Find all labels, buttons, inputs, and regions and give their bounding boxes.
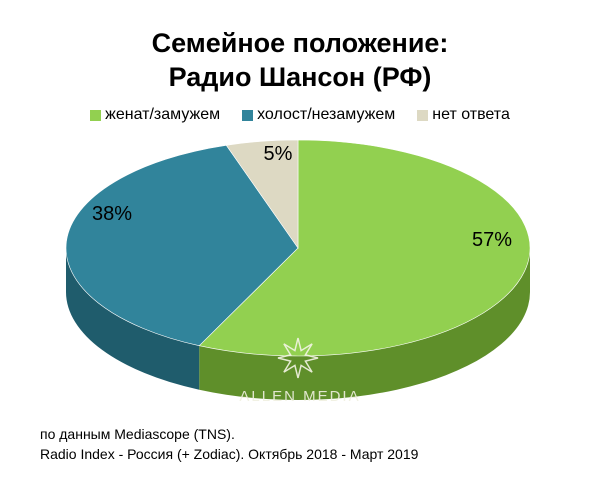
legend-item-no-answer: нет ответа — [417, 106, 510, 124]
pie-slice-no-answer — [225, 139, 299, 249]
legend-swatch-single — [242, 109, 254, 121]
legend-label-single: холост/незамужем — [257, 106, 396, 123]
watermark-star-icon — [277, 337, 319, 379]
pie-side-married — [199, 248, 530, 400]
source-note: по данным Mediascope (TNS). Radio Index … — [40, 424, 418, 464]
source-line-2: Radio Index - Россия (+ Zodiac). Октябрь… — [40, 446, 419, 462]
legend-item-married: женат/замужем — [90, 106, 220, 124]
pie-slice-married — [198, 139, 531, 357]
source-line-1: по данным Mediascope (TNS). — [40, 426, 235, 442]
data-label-married: 57% — [472, 229, 512, 251]
legend-swatch-married — [90, 109, 102, 121]
pie-side-single — [66, 248, 200, 390]
chart-title: Семейное положение: Радио Шансон (РФ) — [0, 26, 600, 94]
title-line-1: Семейное положение: — [151, 28, 449, 58]
legend-label-no-answer: нет ответа — [432, 106, 510, 123]
legend-item-single: холост/незамужем — [242, 106, 395, 124]
data-label-single: 38% — [92, 203, 132, 225]
data-label-no-answer: 5% — [264, 143, 293, 165]
legend: женат/замужем холост/незамужем нет ответ… — [0, 106, 600, 124]
legend-label-married: женат/замужем — [105, 106, 221, 123]
pie-slice-single — [65, 144, 299, 347]
title-line-2: Радио Шансон (РФ) — [168, 62, 432, 92]
legend-swatch-no-answer — [417, 109, 429, 121]
watermark-text: ALLEN MEDIA — [239, 388, 361, 405]
